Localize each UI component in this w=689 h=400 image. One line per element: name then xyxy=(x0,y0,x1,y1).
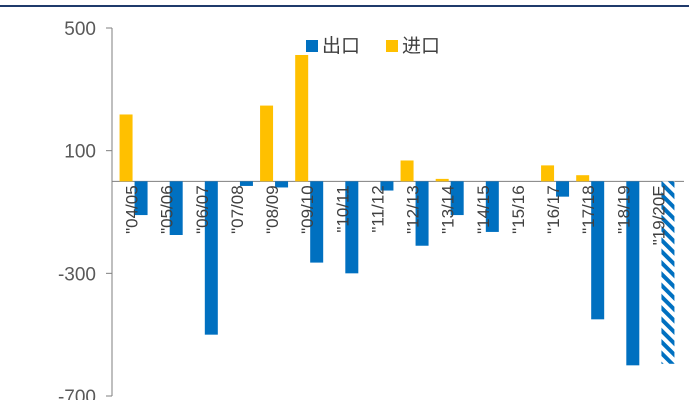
x-category-label: "18/19 xyxy=(614,185,633,234)
x-category-label: "15/16 xyxy=(509,185,528,234)
bar-export xyxy=(485,181,499,232)
legend-swatch-import xyxy=(386,40,398,52)
x-category-label: "06/07 xyxy=(193,185,212,234)
bar-export xyxy=(134,181,148,216)
x-category-label: "17/18 xyxy=(579,185,598,234)
bar-export xyxy=(345,181,359,274)
bar-import xyxy=(576,175,590,182)
bar-export xyxy=(380,181,394,191)
x-category-label: "05/06 xyxy=(158,185,177,234)
legend-swatch-export xyxy=(306,40,318,52)
x-category-label: "04/05 xyxy=(123,185,142,234)
legend-label-import: 进口 xyxy=(402,35,440,57)
bar-import xyxy=(119,114,133,182)
bar-import xyxy=(400,160,414,182)
bars xyxy=(119,54,675,366)
x-category-label: "08/09 xyxy=(263,185,282,234)
bar-import xyxy=(541,165,555,182)
bar-export xyxy=(310,181,324,263)
bar-export xyxy=(591,181,605,320)
category-labels: "04/05 "05/06 "06/07 "07/08 "08/09 "09/10 "10/… xyxy=(123,185,669,245)
y-axis-ticks: 500 100 -300 -700 xyxy=(58,19,112,400)
x-category-label: "13/14 xyxy=(439,185,458,234)
bar-export xyxy=(626,181,640,366)
y-tick-label: 100 xyxy=(64,142,96,163)
y-tick-label: -300 xyxy=(58,264,96,285)
bar-import xyxy=(435,178,449,182)
bar-export xyxy=(450,181,464,216)
x-category-label: "12/13 xyxy=(404,185,423,234)
x-category-label: "10/11 xyxy=(333,185,352,232)
y-tick-label: 500 xyxy=(64,19,96,40)
legend: 出口 进口 xyxy=(306,35,440,57)
x-category-label: "14/15 xyxy=(474,185,493,234)
bar-export xyxy=(239,181,253,186)
bar-export-estimate xyxy=(661,181,675,364)
bar-import xyxy=(260,105,274,182)
x-category-label: "07/08 xyxy=(228,185,247,234)
bar-export xyxy=(556,181,570,197)
legend-label-export: 出口 xyxy=(322,35,360,57)
bar-export xyxy=(169,181,183,235)
bar-export xyxy=(204,181,218,335)
x-category-label: "09/10 xyxy=(298,185,317,234)
bar-import xyxy=(295,54,309,182)
bar-export xyxy=(415,181,429,246)
y-tick-label: -700 xyxy=(58,387,96,400)
x-category-label: "16/17 xyxy=(544,185,563,234)
x-category-label: "11/12 xyxy=(368,185,387,232)
bar-export xyxy=(275,181,289,188)
x-category-label: "19/20E xyxy=(649,185,668,245)
top-rule xyxy=(0,5,689,7)
